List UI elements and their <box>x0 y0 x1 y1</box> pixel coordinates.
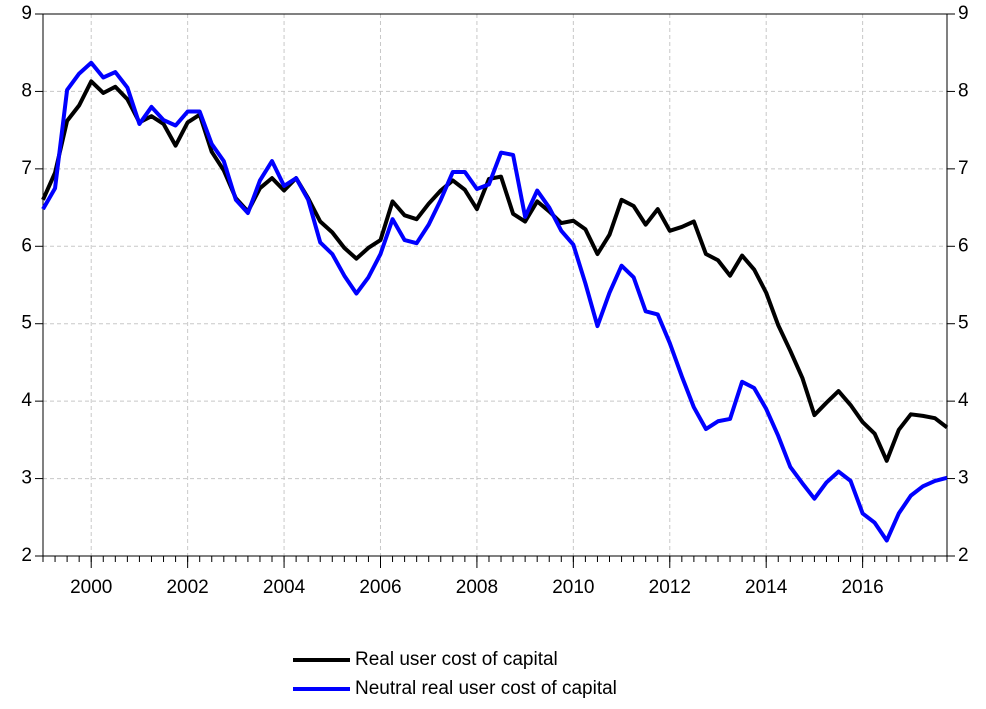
series-line <box>41 60 948 543</box>
y-tick-label: 7 <box>21 158 32 179</box>
y-tick-label: 9 <box>21 3 32 24</box>
series-line <box>41 79 949 463</box>
x-tick-label: 2002 <box>166 577 208 598</box>
y2-tick-label: 7 <box>958 158 969 179</box>
y-tick-label: 6 <box>21 235 32 256</box>
y-tick-label: 8 <box>21 80 32 101</box>
y2-tick-label: 9 <box>958 3 969 24</box>
y2-tick-label: 3 <box>958 468 969 489</box>
y2-tick-label: 4 <box>958 390 969 411</box>
x-tick-label: 2014 <box>745 577 788 598</box>
y-tick-label: 3 <box>21 468 32 489</box>
y2-tick-label: 5 <box>958 313 969 334</box>
x-tick-label: 2016 <box>841 577 883 598</box>
legend-label: Neutral real user cost of capital <box>355 678 617 699</box>
x-tick-label: 2000 <box>70 577 112 598</box>
y2-tick-label: 2 <box>958 545 969 566</box>
y2-tick-label: 6 <box>958 235 969 256</box>
y-tick-label: 2 <box>21 545 32 566</box>
y2-tick-label: 8 <box>958 80 969 101</box>
x-tick-label: 2010 <box>552 577 594 598</box>
x-tick-label: 2006 <box>359 577 401 598</box>
x-tick-label: 2012 <box>649 577 691 598</box>
x-tick-label: 2004 <box>263 577 306 598</box>
legend-label: Real user cost of capital <box>355 649 558 670</box>
plot-frame <box>42 13 948 557</box>
x-tick-label: 2008 <box>456 577 498 598</box>
y-tick-label: 4 <box>21 390 32 411</box>
y-tick-label: 5 <box>21 313 32 334</box>
